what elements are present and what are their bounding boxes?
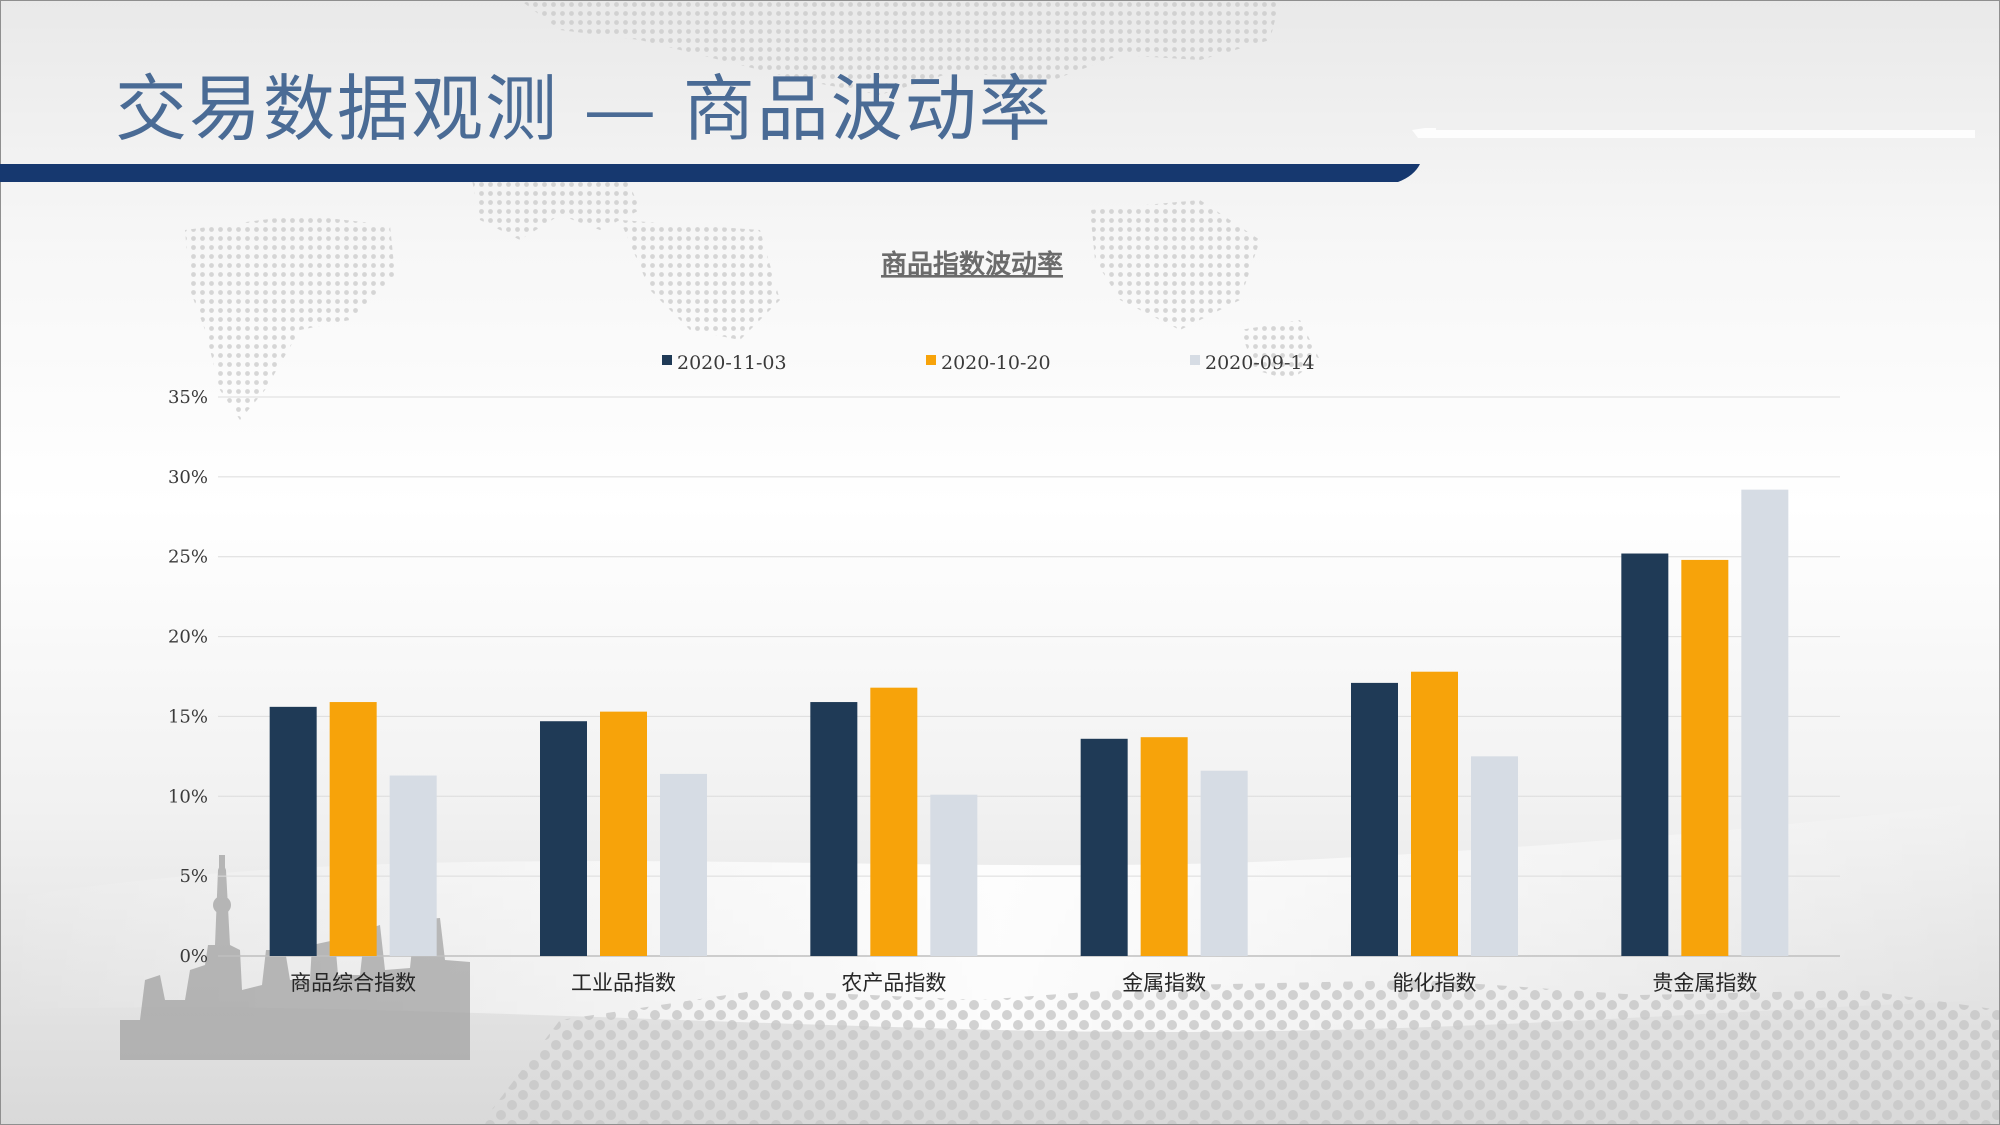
y-tick-label: 0% [179, 946, 208, 967]
legend-swatch [1190, 355, 1200, 365]
bar [1200, 770, 1248, 956]
chart-title: 商品指数波动率 [881, 249, 1063, 280]
bar [1741, 489, 1789, 956]
x-category-label: 金属指数 [1122, 971, 1206, 995]
y-tick-label: 20% [168, 627, 208, 648]
y-tick-label: 15% [168, 706, 208, 727]
y-axis-ticks: 0% 5% 10% 15% 20% 25% 30% 35% [168, 387, 208, 967]
bar [1681, 559, 1729, 956]
bar [930, 794, 978, 956]
x-category-label: 商品综合指数 [290, 971, 416, 995]
x-category-label: 贵金属指数 [1652, 971, 1757, 995]
bar [1411, 671, 1458, 956]
y-tick-label: 35% [168, 387, 208, 408]
legend-swatch [926, 355, 936, 365]
bar [1351, 682, 1398, 956]
legend-label: 2020-10-20 [941, 352, 1051, 374]
chart-title-group: 商品指数波动率 [881, 249, 1063, 280]
legend: 2020-11-03 2020-10-20 2020-09-14 [662, 352, 1315, 374]
legend-swatch [662, 355, 672, 365]
slide-title: 交易数据观测 — 商品波动率 [115, 67, 1053, 151]
x-category-label: 能化指数 [1393, 971, 1477, 995]
bar [1140, 737, 1188, 956]
bar [329, 702, 377, 956]
bar [1080, 738, 1128, 956]
bar [660, 773, 707, 956]
x-axis-labels: 商品综合指数 工业品指数 农产品指数 金属指数 能化指数 贵金属指数 [290, 971, 1757, 995]
legend-label: 2020-09-14 [1205, 352, 1315, 374]
y-tick-label: 10% [168, 786, 208, 807]
dot-floor-decoration [480, 980, 2000, 1125]
city-skyline-decoration [120, 855, 470, 1060]
y-tick-label: 30% [168, 467, 208, 488]
header-bar [0, 128, 1975, 182]
bar [1471, 756, 1518, 956]
y-tick-label: 5% [179, 866, 208, 887]
bar [870, 687, 918, 956]
x-category-label: 农产品指数 [841, 971, 946, 995]
legend-label: 2020-11-03 [677, 352, 787, 374]
y-tick-label: 25% [168, 547, 208, 568]
bars [269, 489, 1789, 956]
x-category-label: 工业品指数 [571, 971, 676, 995]
bar [600, 711, 647, 956]
bar [1621, 553, 1669, 956]
bar [269, 706, 317, 956]
bar [540, 721, 587, 956]
bar [389, 775, 437, 956]
bar [810, 702, 858, 956]
gridlines [218, 396, 1840, 957]
